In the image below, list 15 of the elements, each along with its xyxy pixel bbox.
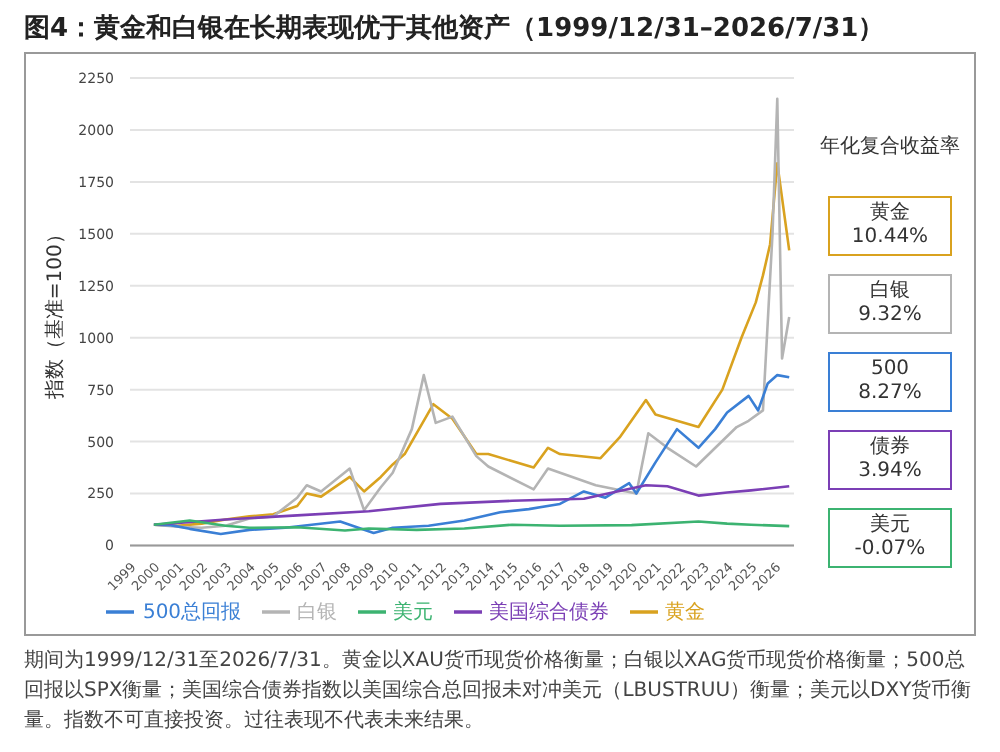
legend-label: 黄金 (665, 601, 706, 624)
legend-label: 美国综合债券 (489, 601, 610, 624)
text: 年化复合收益率 (818, 134, 962, 160)
text: 美元 -0.07% (828, 508, 952, 568)
legend-label: 美元 (393, 601, 434, 624)
legend-label: 500总回报 (142, 601, 242, 624)
text: 白银 9.32% (828, 274, 952, 334)
text: 500 8.27% (828, 352, 952, 412)
y-axis-title: 指数（基准=100） (43, 224, 68, 402)
text: 期间为1999/12/31至2026/7/31。黄金以XAU货币现货价格衡量；白银以XAG货币现货价格衡量；500总回报以SPX衡量；美国综合债券指数以美国综合总回报未对冲美元（LBUSTRUU）衡量；美元以DXY货币衡量。指数不可直接投资。过往表现不代表未来结果。 (24, 647, 974, 736)
text: 债券 3.94% (828, 430, 952, 490)
line-series (152, 483, 791, 526)
chart-title: 图4：黄金和白银在长期表现优于其他资产（1999/12/31–2026/7/31） (24, 11, 885, 46)
text: 黄金 10.44% (828, 196, 952, 256)
legend-label: 白银 (297, 601, 338, 624)
